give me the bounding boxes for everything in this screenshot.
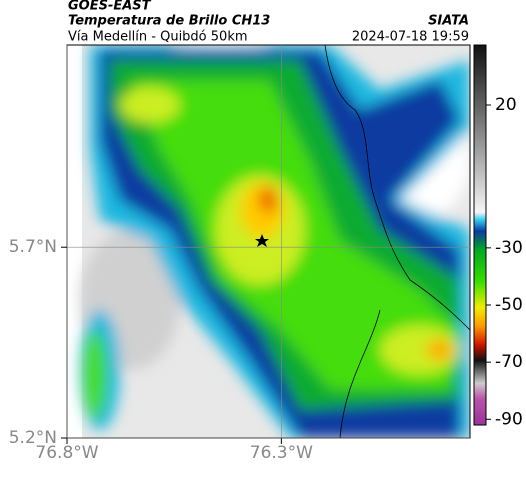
colorbar-tick-label: -50 [495, 295, 523, 315]
colorbar-tick-label: 20 [495, 95, 517, 115]
y-tick-label: 5.2°N [9, 428, 57, 448]
timestamp: 2024-07-18 19:59 [352, 30, 469, 45]
x-tick-label: 76.8°W [35, 443, 98, 463]
colorbar-tick-label: -70 [495, 352, 523, 372]
colorbar [473, 44, 487, 426]
source: GOES-EAST [68, 0, 152, 14]
y-tick-label: 5.7°N [9, 237, 57, 257]
region: Vía Medellín - Quibdó 50km [68, 30, 248, 45]
x-tick-label: 76.3°W [250, 443, 313, 463]
colorbar-tick-label: -30 [495, 238, 523, 258]
brightness-field [67, 45, 470, 438]
agency: SIATA [428, 14, 469, 29]
colorbar-tick-label: -90 [495, 409, 523, 429]
product: Temperatura de Brillo CH13 [68, 14, 270, 29]
